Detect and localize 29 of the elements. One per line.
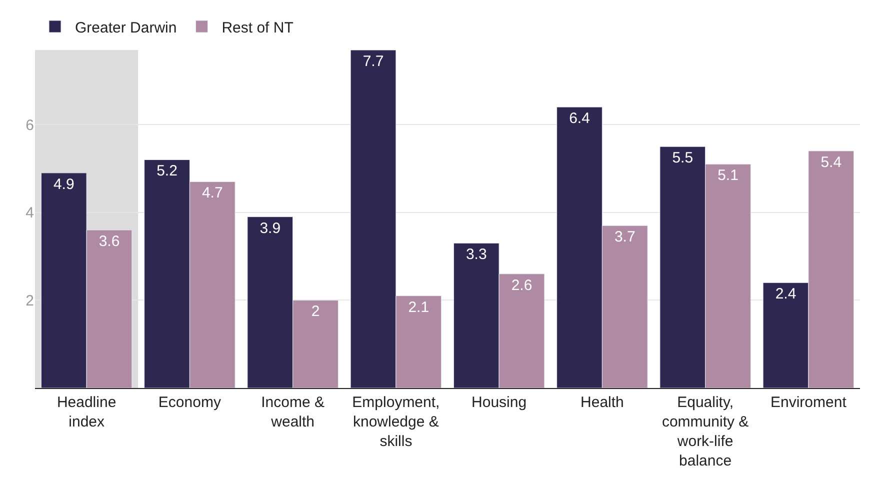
data-label: 3.3 bbox=[466, 246, 487, 264]
data-label: 4.7 bbox=[202, 184, 223, 202]
data-label: 3.7 bbox=[614, 228, 636, 246]
data-label: 4.9 bbox=[53, 176, 74, 193]
data-label: 5.5 bbox=[672, 150, 694, 167]
x-tick-label: Employment, knowledge & skills bbox=[352, 394, 440, 450]
y-tick-label: 4 bbox=[26, 204, 34, 222]
x-tick-label: Enviroment bbox=[770, 394, 848, 411]
data-label: 5.4 bbox=[820, 154, 842, 171]
data-label: 2.1 bbox=[408, 298, 430, 316]
data-label: 3.9 bbox=[260, 220, 281, 237]
data-label: 5.2 bbox=[156, 162, 178, 180]
y-tick-label: 2 bbox=[26, 292, 34, 310]
data-label: 3.6 bbox=[98, 232, 120, 250]
x-tick-label: Health bbox=[580, 394, 624, 411]
data-label: 2.4 bbox=[775, 286, 796, 303]
y-tick-label: 6 bbox=[26, 116, 34, 134]
data-label: 7.7 bbox=[362, 53, 384, 70]
data-label: 2 bbox=[311, 303, 320, 320]
data-label: 6.4 bbox=[569, 110, 590, 128]
x-tick-label: Equality, community & work-life balance bbox=[662, 394, 749, 470]
x-tick-label: Housing bbox=[472, 394, 527, 411]
x-tick-label: Economy bbox=[158, 394, 222, 411]
data-label: 2.6 bbox=[511, 276, 532, 294]
legend-label: Greater Darwin bbox=[75, 19, 177, 36]
x-tick-label: Income & wealth bbox=[261, 394, 324, 430]
data-label: 5.1 bbox=[718, 167, 738, 184]
x-tick-label: Headline index bbox=[56, 394, 116, 430]
legend-label: Rest of NT bbox=[222, 19, 294, 36]
